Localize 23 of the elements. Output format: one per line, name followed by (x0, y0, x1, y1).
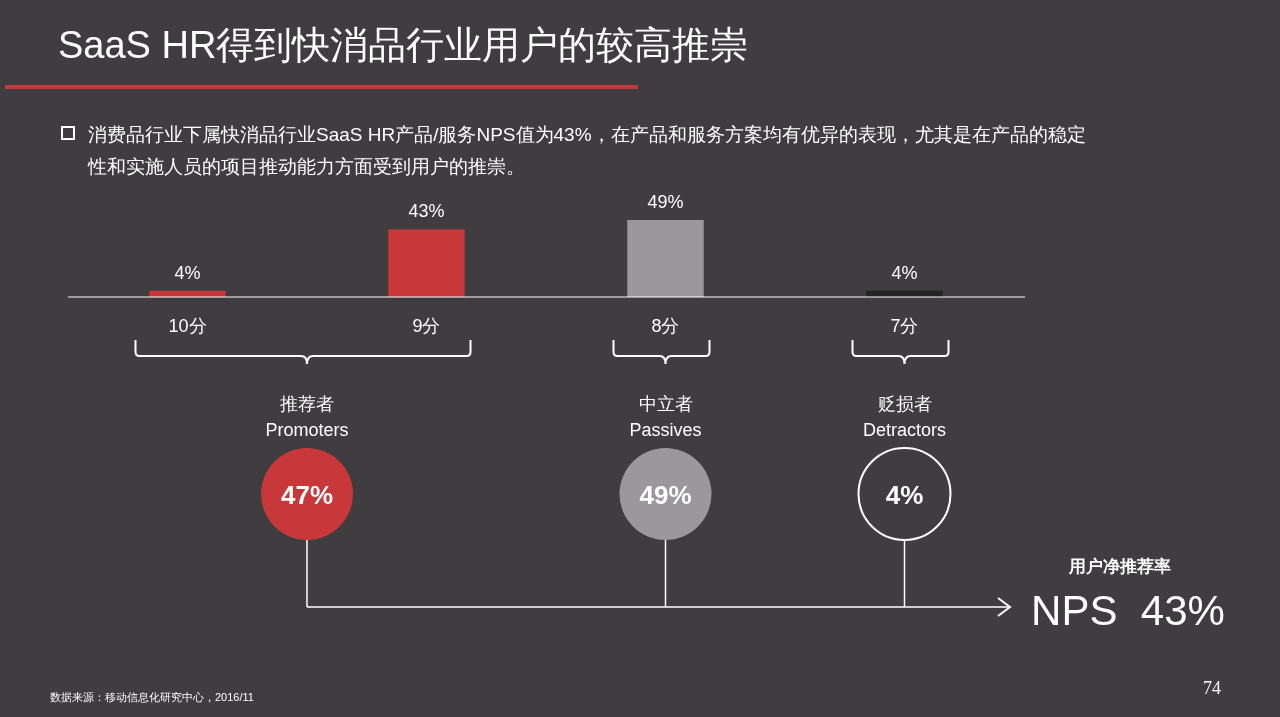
x-tick-label: 7分 (890, 316, 919, 336)
text: NPS 43% (1031, 587, 1225, 634)
data-label: 4% (891, 262, 918, 283)
text: 推荐者 (280, 394, 334, 414)
text: Passives (629, 420, 702, 440)
data-label: 49% (647, 192, 684, 212)
text: 74 (1203, 678, 1221, 698)
chart-subtitle: 消费品行业下属快消品行业SaaS HR产品/服务NPS值为43%，在产品和服务方案均有优异的表现，尤其是在产品的稳定性和实施人员的项目推动能力方面受到用户的推崇。 (87, 124, 1086, 177)
x-tick-label: 8分 (651, 316, 680, 336)
x-tick-label: 10分 (168, 316, 207, 336)
text: Detractors (862, 420, 947, 440)
text: 47% (280, 480, 334, 510)
text: 中立者 (638, 394, 693, 414)
source-note: 数据来源：移动信息化研究中心，2016/11 (50, 691, 254, 703)
data-label: 43% (408, 201, 445, 222)
text: 贬损者 (877, 394, 932, 414)
chart-title: SaaS HR得到快消品行业用户的较高推崇 (58, 24, 749, 66)
data-label: 4% (174, 262, 201, 283)
x-tick-label: 9分 (412, 316, 441, 336)
text: 用户净推荐率 (1068, 557, 1171, 576)
text: 49% (639, 480, 692, 510)
text: Promoters (265, 420, 349, 440)
text: 4% (885, 480, 924, 510)
